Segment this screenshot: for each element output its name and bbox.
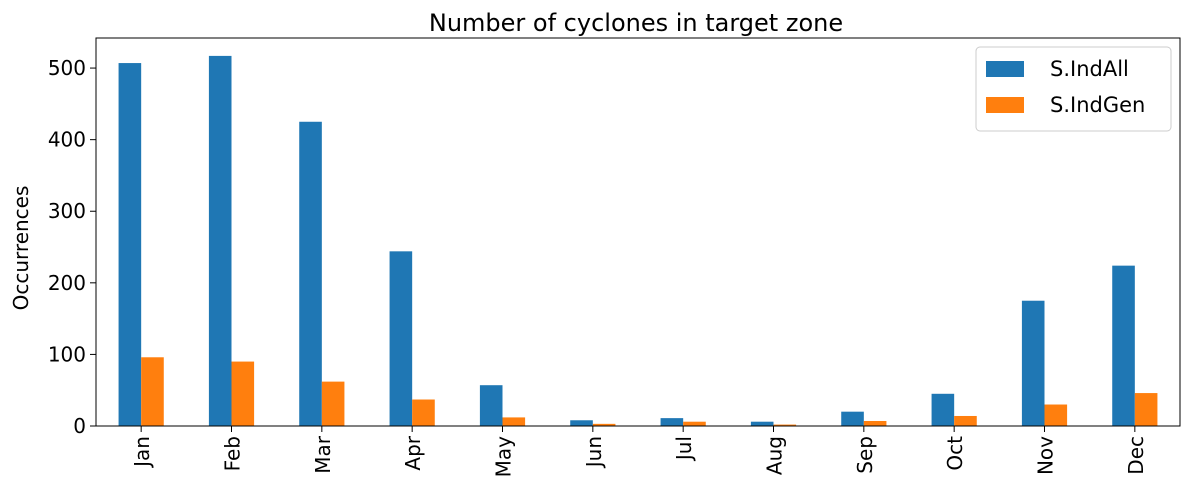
bar-s-indgen-sep: [863, 420, 887, 426]
bar-s-indall-mar: [299, 121, 322, 426]
x-tick-label-sep: Sep: [853, 436, 877, 474]
bar-s-indall-jun: [570, 420, 593, 426]
bar-s-indgen-jan: [141, 357, 164, 426]
x-tick-label-feb: Feb: [221, 436, 245, 471]
bar-s-indgen-dec: [1134, 393, 1158, 426]
bar-s-indall-feb: [208, 55, 232, 427]
legend-swatch-s-indgen: [986, 97, 1024, 113]
bar-s-indgen-mar: [321, 381, 345, 426]
x-tick-label-may: May: [492, 436, 516, 478]
legend-box: [975, 46, 1172, 132]
legend-label-s-indgen: S.IndGen: [1050, 93, 1145, 117]
x-tick-label-apr: Apr: [401, 435, 425, 470]
bar-s-indall-oct: [931, 393, 955, 426]
x-axis-ticks: Jan Feb Mar Apr May Jun Jul Aug Sep Oct Nov Dec: [130, 426, 1148, 477]
bar-s-indgen-jun: [592, 423, 616, 426]
y-axis-label: Occurrences: [9, 186, 33, 311]
bar-s-indgen-oct: [954, 415, 977, 426]
x-tick-label-jul: Jul: [672, 436, 696, 462]
bar-s-indgen-jul: [683, 421, 706, 426]
bar-s-indgen-apr: [412, 399, 435, 426]
y-tick-label: 200: [48, 271, 86, 295]
bar-s-indall-jul: [660, 418, 684, 426]
x-tick-label-oct: Oct: [943, 436, 967, 471]
legend-swatch-s-indall: [986, 61, 1024, 77]
bars-group: [118, 55, 1158, 427]
y-tick-label: 0: [73, 414, 86, 438]
x-tick-label-dec: Dec: [1124, 436, 1148, 475]
bar-s-indall-apr: [389, 251, 413, 426]
bar-s-indall-aug: [750, 421, 774, 426]
bar-s-indgen-feb: [231, 361, 255, 426]
y-tick-label: 400: [48, 128, 86, 152]
x-tick-label-aug: Aug: [763, 436, 787, 475]
bar-s-indall-dec: [1112, 265, 1135, 426]
x-tick-label-jun: Jun: [582, 436, 606, 469]
y-axis-ticks: 0 100 200 300 400 500: [48, 56, 96, 438]
legend: S.IndAll S.IndGen: [975, 46, 1172, 132]
x-tick-label-nov: Nov: [1034, 436, 1058, 475]
bar-s-indall-jan: [118, 63, 142, 427]
x-tick-label-mar: Mar: [311, 435, 335, 474]
bar-s-indall-may: [479, 385, 503, 426]
bar-s-indgen-aug: [773, 424, 797, 426]
y-tick-label: 100: [48, 342, 86, 366]
bar-s-indgen-may: [502, 417, 526, 426]
plot-frame: [95, 37, 1181, 427]
bar-s-indall-nov: [1021, 300, 1045, 426]
legend-label-s-indall: S.IndAll: [1050, 57, 1129, 81]
bar-s-indgen-nov: [1044, 404, 1068, 426]
y-tick-label: 500: [48, 56, 86, 80]
x-tick-label-jan: Jan: [130, 436, 154, 469]
bar-s-indall-sep: [841, 411, 864, 426]
y-tick-label: 300: [48, 199, 86, 223]
chart-title: Number of cyclones in target zone: [429, 9, 843, 37]
